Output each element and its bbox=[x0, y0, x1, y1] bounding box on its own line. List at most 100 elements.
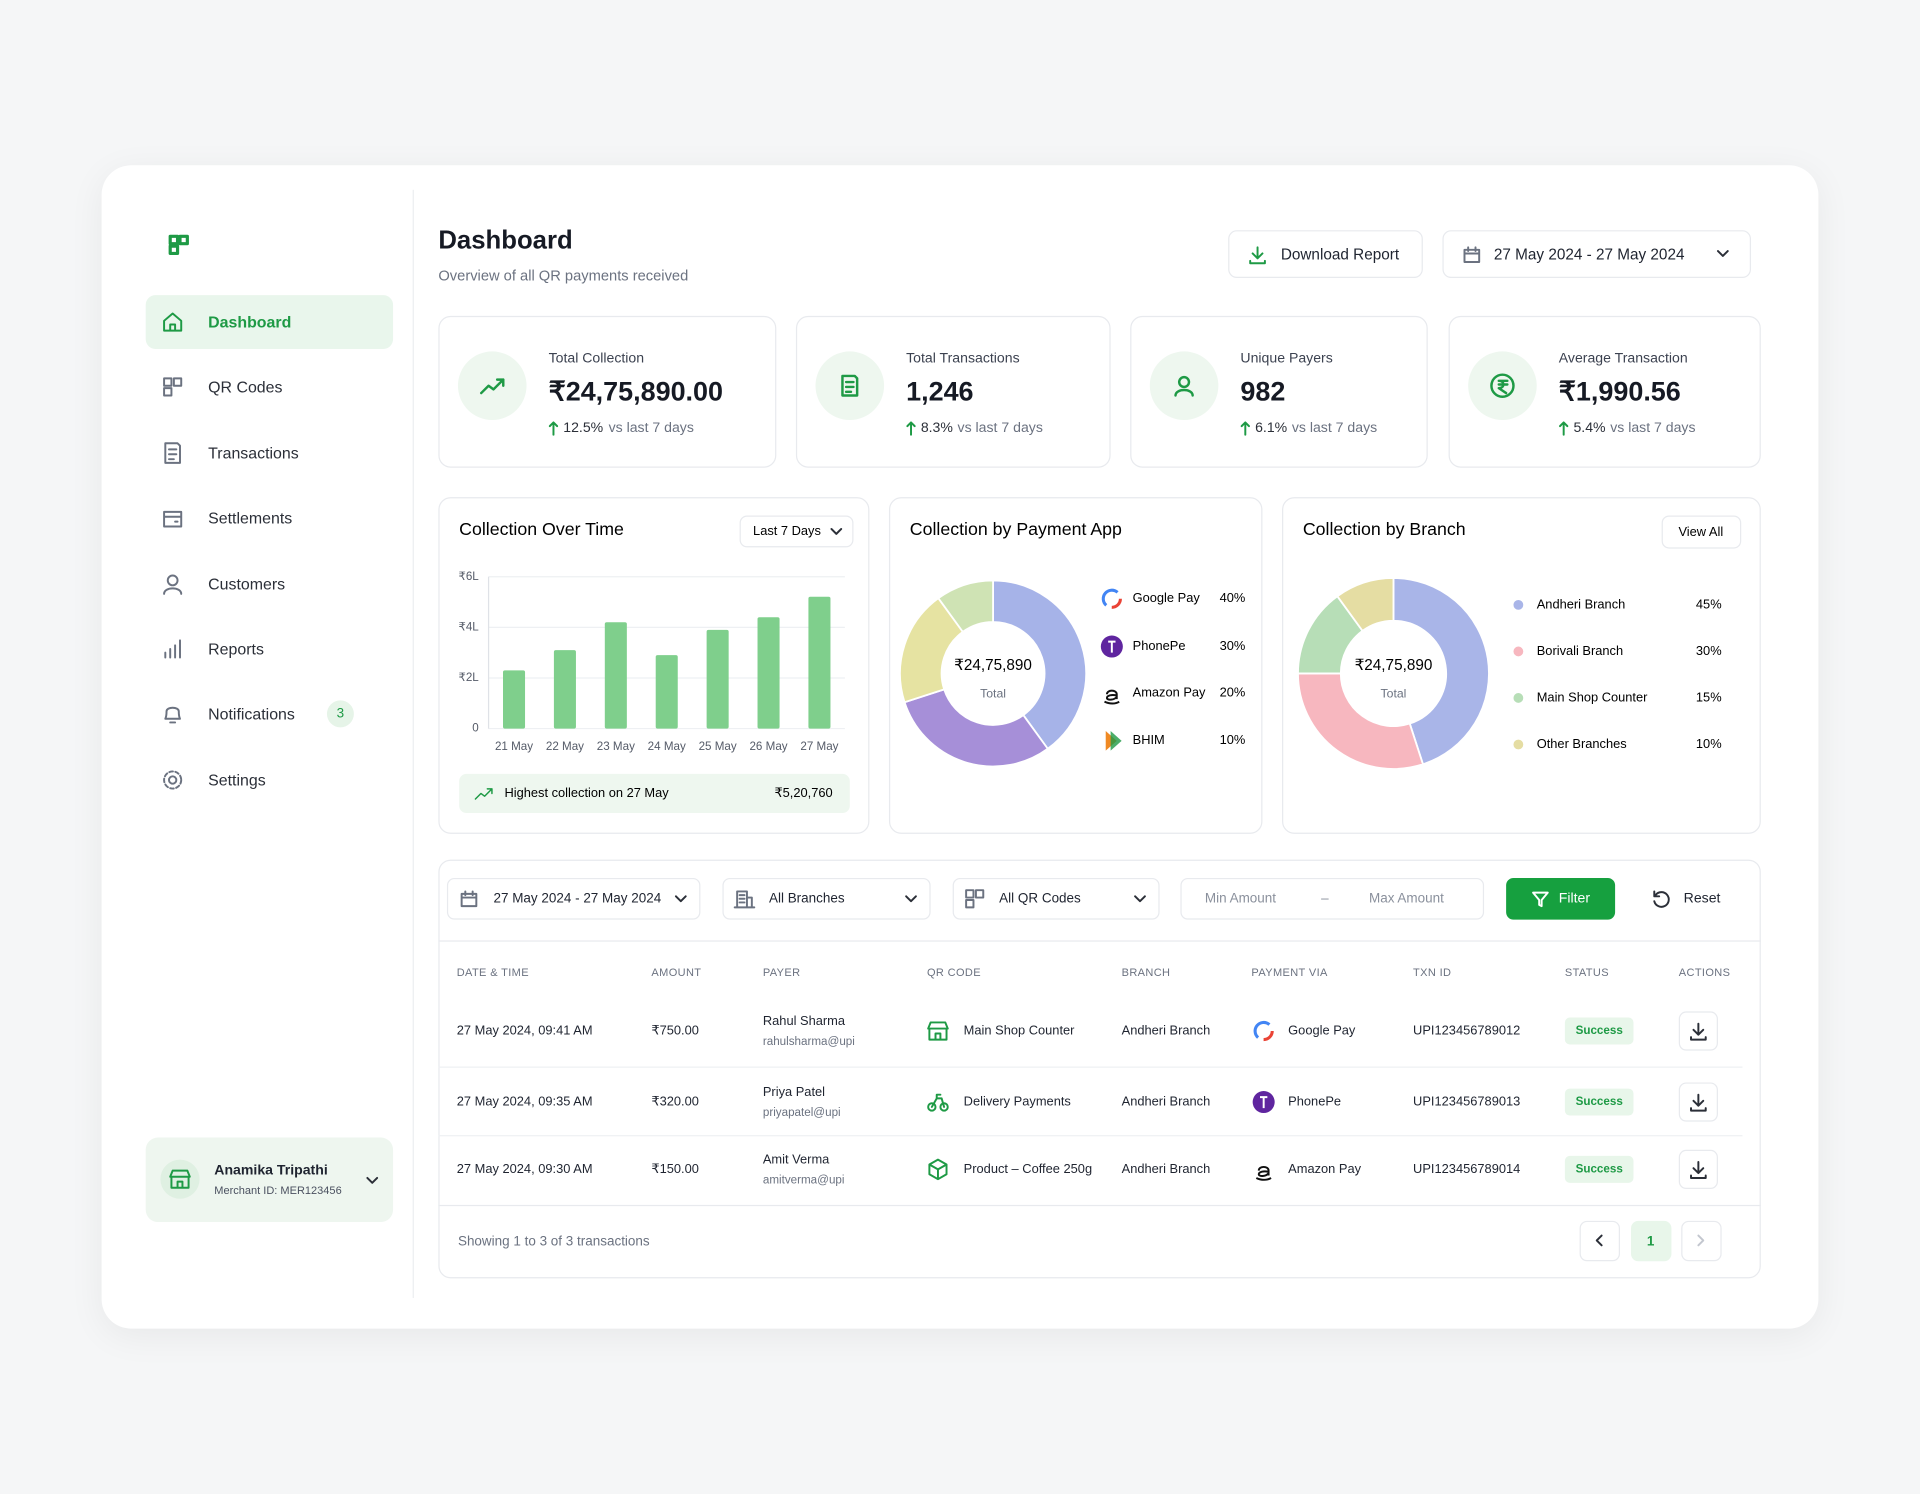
column-header: DATE & TIME bbox=[456, 966, 529, 979]
user-avatar bbox=[160, 1159, 200, 1199]
filter-control[interactable] bbox=[722, 877, 931, 920]
column-header: STATUS bbox=[1564, 966, 1609, 979]
prev-page[interactable] bbox=[1579, 1220, 1620, 1262]
status-badge bbox=[1564, 1155, 1634, 1183]
table-panel bbox=[438, 859, 1761, 1279]
column-header: BRANCH bbox=[1121, 966, 1171, 979]
filter-divider bbox=[438, 940, 1761, 942]
cell-branch: Andheri Branch bbox=[1121, 1162, 1211, 1177]
nav-item: Dashboard bbox=[208, 312, 292, 332]
kpi-label: Average Transaction bbox=[1558, 351, 1688, 367]
chart-panel bbox=[1282, 497, 1761, 834]
table-footer: Showing 1 to 3 of 3 transactions bbox=[457, 1234, 650, 1249]
cell-payer: Amit Verma bbox=[762, 1152, 830, 1167]
next-page[interactable] bbox=[1681, 1220, 1722, 1262]
notification-badge bbox=[326, 700, 354, 728]
cell-date: 27 May 2024, 09:35 AM bbox=[456, 1094, 593, 1110]
nav-item: Settlements bbox=[208, 508, 293, 528]
kpi-card bbox=[1448, 315, 1761, 468]
kpi-change: 12.5% bbox=[563, 421, 604, 436]
reset-label: Reset bbox=[1683, 891, 1721, 907]
download-action[interactable] bbox=[1678, 1011, 1718, 1051]
nav-active-bg[interactable] bbox=[145, 295, 394, 349]
status-badge bbox=[1564, 1088, 1634, 1116]
column-header: PAYER bbox=[762, 966, 801, 979]
kpi-label: Unique Payers bbox=[1240, 351, 1333, 367]
download-action[interactable] bbox=[1678, 1149, 1718, 1189]
max-amount: Max Amount bbox=[1368, 891, 1444, 907]
kpi-change: 8.3% bbox=[920, 421, 953, 436]
cell-amount: ₹150.00 bbox=[651, 1162, 699, 1177]
kpi-label: Total Transactions bbox=[906, 351, 1020, 367]
user-name: Anamika Tripathi bbox=[214, 1163, 328, 1178]
status-badge bbox=[1564, 1017, 1634, 1045]
kpi-card bbox=[438, 315, 777, 468]
nav-item: QR Codes bbox=[208, 377, 283, 397]
kpi-value: ₹1,990.56 bbox=[1558, 375, 1681, 407]
filter-control[interactable] bbox=[952, 877, 1160, 920]
cell-txn: UPI123456789012 bbox=[1413, 1023, 1521, 1039]
cell-status: Success bbox=[1575, 1024, 1623, 1038]
cell-amount: ₹320.00 bbox=[651, 1094, 699, 1110]
nav-item: Notifications bbox=[208, 704, 295, 724]
kpi-compare: vs last 7 days bbox=[608, 421, 694, 436]
column-header: ACTIONS bbox=[1678, 966, 1731, 979]
kpi-value: 982 bbox=[1240, 375, 1286, 407]
nav-item: Settings bbox=[208, 770, 266, 790]
date-range-button[interactable] bbox=[1442, 230, 1752, 278]
kpi-icon-bg bbox=[1468, 351, 1537, 420]
view-all-button[interactable] bbox=[1661, 515, 1742, 549]
merchant-id: Merchant ID: MER123456 bbox=[214, 1184, 342, 1197]
table-bottom-divider bbox=[438, 1204, 1761, 1207]
filter-control[interactable] bbox=[446, 877, 701, 920]
cell-qr: Delivery Payments bbox=[963, 1094, 1071, 1110]
kpi-compare: vs last 7 days bbox=[1291, 421, 1378, 436]
filter-label: All Branches bbox=[768, 891, 845, 907]
cell-via: PhonePe bbox=[1288, 1094, 1342, 1110]
kpi-icon-bg bbox=[1149, 351, 1219, 420]
chart-panel bbox=[438, 497, 870, 834]
cell-txn: UPI123456789013 bbox=[1413, 1094, 1521, 1110]
cell-qr: Main Shop Counter bbox=[963, 1023, 1075, 1039]
cell-branch: Andheri Branch bbox=[1121, 1023, 1211, 1039]
download-label: Download Report bbox=[1280, 246, 1400, 264]
amount-range[interactable] bbox=[1180, 877, 1485, 920]
nav-item: Customers bbox=[208, 574, 286, 594]
cell-qr: Product – Coffee 250g bbox=[963, 1162, 1093, 1177]
filter-button-label: Filter bbox=[1558, 891, 1591, 907]
amount-separator: – bbox=[1321, 891, 1329, 907]
annotation-box bbox=[459, 773, 850, 814]
download-action[interactable] bbox=[1678, 1082, 1718, 1122]
cell-payer: Rahul Sharma bbox=[762, 1013, 846, 1029]
cell-payer: Priya Patel bbox=[762, 1084, 826, 1100]
kpi-change: 5.4% bbox=[1573, 421, 1606, 436]
kpi-label: Total Collection bbox=[548, 351, 645, 367]
date-range-label: 27 May 2024 - 27 May 2024 bbox=[1493, 246, 1685, 264]
kpi-card bbox=[795, 315, 1111, 468]
cell-branch: Andheri Branch bbox=[1121, 1094, 1211, 1110]
cell-upi: priyapatel@upi bbox=[762, 1106, 841, 1120]
cell-upi: rahulsharma@upi bbox=[762, 1035, 855, 1049]
page-subtitle: Overview of all QR payments received bbox=[438, 266, 689, 285]
chart-panel bbox=[888, 497, 1263, 834]
cell-upi: amitverma@upi bbox=[762, 1173, 845, 1188]
row-divider bbox=[438, 1066, 1743, 1068]
kpi-change: 6.1% bbox=[1255, 421, 1288, 436]
cell-amount: ₹750.00 bbox=[651, 1023, 699, 1039]
cell-txn: UPI123456789014 bbox=[1413, 1162, 1521, 1177]
kpi-value: 1,246 bbox=[906, 375, 974, 407]
cell-status: Success bbox=[1575, 1162, 1623, 1177]
cell-via: Google Pay bbox=[1288, 1023, 1356, 1039]
filter-button[interactable] bbox=[1506, 877, 1616, 920]
range-dropdown[interactable] bbox=[739, 515, 854, 548]
min-amount: Min Amount bbox=[1204, 891, 1277, 907]
kpi-icon-bg bbox=[457, 351, 527, 420]
kpi-icon-bg bbox=[815, 351, 885, 420]
column-header: AMOUNT bbox=[651, 966, 702, 979]
column-header: QR CODE bbox=[926, 966, 981, 979]
row-divider bbox=[438, 1135, 1743, 1137]
sidebar-divider bbox=[412, 189, 414, 1298]
current-page[interactable] bbox=[1631, 1220, 1672, 1262]
